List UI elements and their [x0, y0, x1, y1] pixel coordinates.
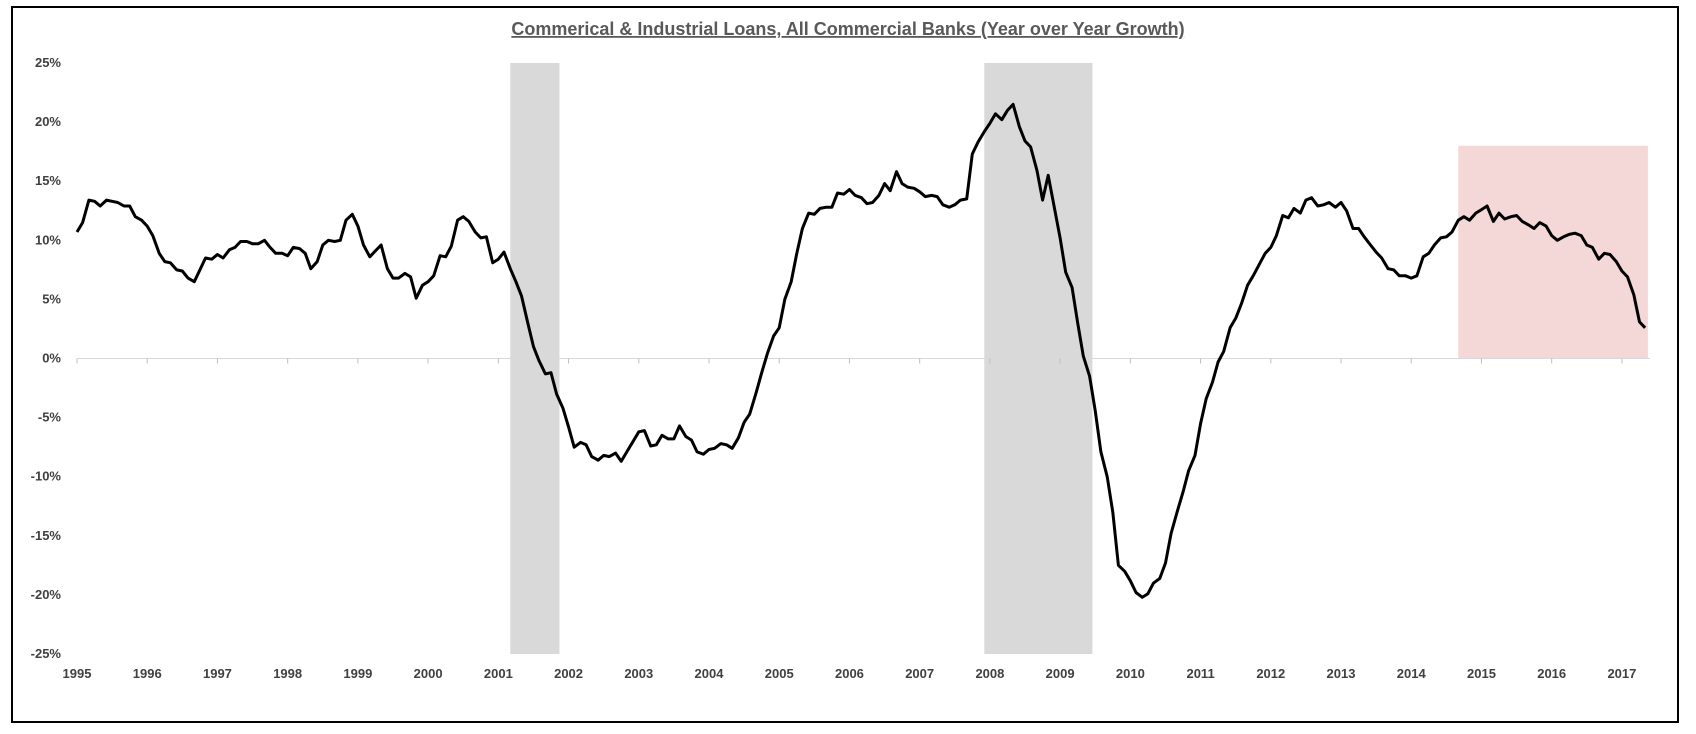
y-tick-label: 25%: [35, 55, 61, 70]
x-tick-label: 2010: [1116, 666, 1145, 681]
x-tick-label: 2003: [624, 666, 653, 681]
x-tick-label: 2013: [1327, 666, 1356, 681]
y-tick-label: -25%: [31, 646, 62, 661]
x-tick-label: 1999: [343, 666, 372, 681]
highlight-shade-2: [1458, 145, 1648, 359]
y-tick-label: -10%: [31, 469, 62, 484]
x-tick-label: 1997: [203, 666, 232, 681]
x-tick-label: 2009: [1046, 666, 1075, 681]
x-tick-label: 2000: [414, 666, 443, 681]
x-tick-label: 2011: [1186, 666, 1214, 681]
y-tick-label: 5%: [42, 291, 61, 306]
x-tick-label: 2014: [1397, 666, 1427, 681]
x-tick-label: 2007: [905, 666, 934, 681]
chart-frame: [11, 6, 1679, 723]
x-tick-label: 2004: [695, 666, 725, 681]
y-tick-label: -5%: [38, 410, 62, 425]
chart-title: Commerical & Industrial Loans, All Comme…: [511, 19, 1184, 39]
y-tick-label: 15%: [35, 173, 61, 188]
x-tick-label: 2016: [1537, 666, 1566, 681]
x-ticks: [76, 358, 1623, 364]
series-line-yoy-growth: [75, 102, 1647, 599]
x-tick-label: 2006: [835, 666, 864, 681]
y-tick-label: -15%: [31, 528, 62, 543]
x-tick-label: 1996: [133, 666, 162, 681]
x-tick-label: 2017: [1607, 666, 1636, 681]
x-tick-label: 1995: [63, 666, 92, 681]
x-tick-labels: 1995 1996 1997 1998 1999 2000 2001 2002 2003 2004…: [63, 666, 1637, 681]
y-tick-label: 20%: [35, 114, 61, 129]
y-tick-label: -20%: [31, 587, 62, 602]
x-tick-label: 2015: [1467, 666, 1496, 681]
x-tick-label: 2008: [975, 666, 1004, 681]
x-tick-label: 2001: [484, 666, 513, 681]
x-tick-label: 2012: [1256, 666, 1285, 681]
y-tick-labels: 25% 20% 15% 10% 5% 0% -5% -10% -15% -20% -25%: [31, 55, 62, 661]
x-tick-label: 1998: [273, 666, 302, 681]
y-tick-label: 0%: [42, 351, 61, 366]
x-tick-label: 2002: [554, 666, 583, 681]
y-tick-label: 10%: [35, 232, 61, 247]
x-tick-label: 2005: [765, 666, 794, 681]
